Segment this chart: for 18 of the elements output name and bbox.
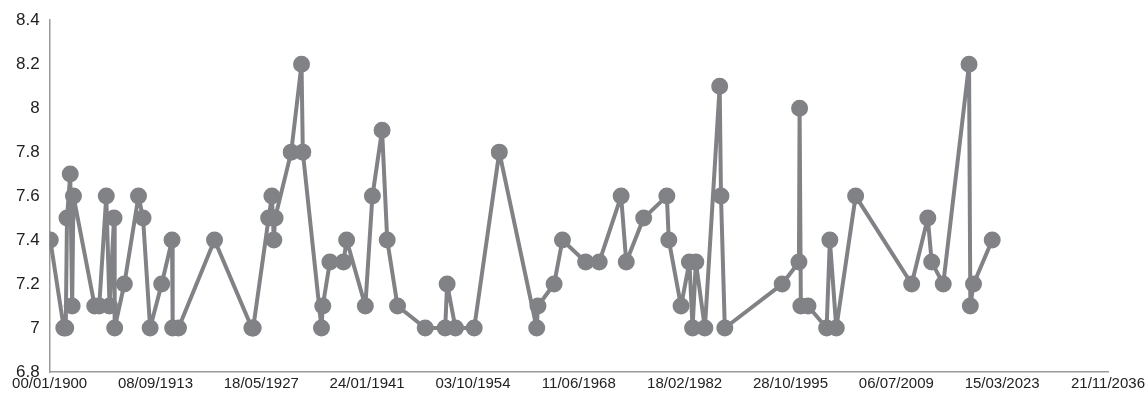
x-tick-label: 18/02/1982 bbox=[647, 374, 723, 392]
y-tick-label: 8.4 bbox=[15, 9, 40, 29]
y-tick-label: 8.2 bbox=[15, 53, 40, 73]
x-tick-label: 21/11/2036 bbox=[1071, 374, 1145, 392]
y-tick-label: 7.8 bbox=[15, 141, 40, 161]
x-tick-label: 28/10/1995 bbox=[752, 374, 829, 392]
x-tick-label: 15/03/2023 bbox=[964, 374, 1040, 392]
x-tick-label: 08/09/1913 bbox=[117, 374, 193, 392]
y-tick-label: 7.2 bbox=[15, 273, 40, 293]
y-tick-label: 7.4 bbox=[15, 229, 40, 249]
x-tick-label: 11/06/1968 bbox=[541, 374, 616, 392]
x-tick-label: 06/07/2009 bbox=[858, 374, 934, 392]
x-tick-label: 24/01/1941 bbox=[329, 374, 405, 392]
y-tick-label: 7 bbox=[30, 317, 40, 337]
x-tick-label: 03/10/1954 bbox=[435, 374, 511, 392]
y-tick-label: 7.6 bbox=[15, 185, 40, 205]
y-tick-label: 8 bbox=[30, 97, 40, 117]
x-tick-label: 18/05/1927 bbox=[223, 374, 299, 392]
